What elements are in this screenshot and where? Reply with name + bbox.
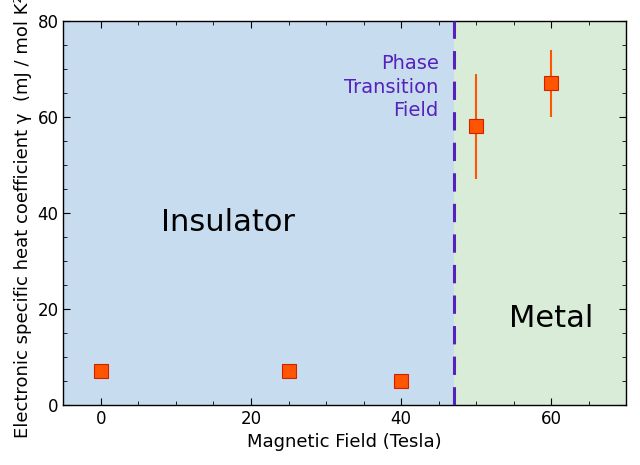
Bar [63,21,454,405]
X-axis label: Magnetic Field (Tesla): Magnetic Field (Tesla) [248,433,442,451]
Bar [454,21,626,405]
Text: Phase
Transition
Field: Phase Transition Field [344,54,438,120]
Text: Insulator: Insulator [161,208,296,237]
Y-axis label: Electronic specific heat coefficient γ  (mJ / mol K²): Electronic specific heat coefficient γ (… [14,0,32,438]
Text: Metal: Metal [509,304,593,333]
